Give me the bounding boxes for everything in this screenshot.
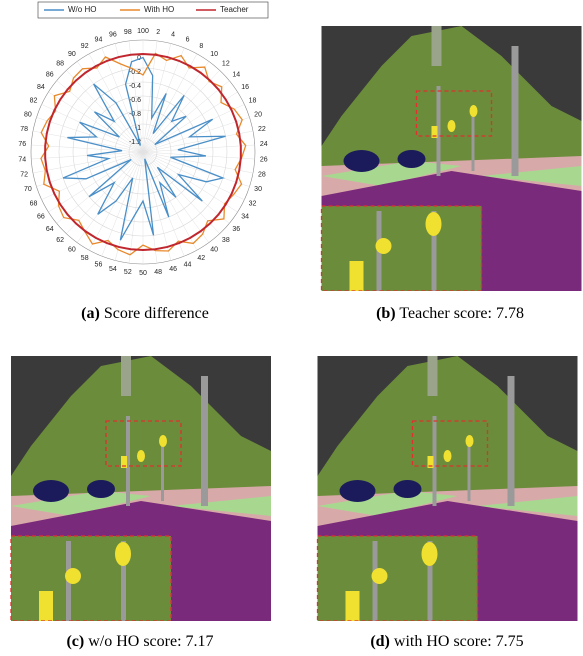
angle-label: 14: [232, 72, 240, 79]
angle-label: 64: [46, 226, 54, 233]
angle-label: 90: [68, 51, 76, 58]
angle-label: 24: [260, 141, 268, 148]
caption-b: (b) Teacher score: 7.78: [376, 305, 524, 322]
angle-label: 22: [258, 126, 266, 133]
caption-a: (a) Score difference: [81, 305, 209, 322]
radial-tick-label: -0.4: [129, 83, 141, 90]
angle-label: 42: [197, 255, 205, 262]
angle-label: 36: [232, 226, 240, 233]
teacher-segmentation: [320, 26, 583, 291]
angle-label: 20: [254, 111, 262, 118]
angle-label: 30: [254, 186, 262, 193]
series-line: [44, 52, 242, 252]
series-line: [62, 56, 226, 241]
angle-label: 6: [186, 36, 190, 43]
angle-label: 48: [154, 269, 162, 276]
angle-label: 52: [124, 269, 132, 276]
angle-label: 16: [241, 84, 249, 91]
caption-label: (d): [370, 633, 390, 650]
angle-label: 46: [169, 266, 177, 273]
caption-d: (d) with HO score: 7.75: [370, 633, 523, 650]
grid-circle: [128, 137, 158, 167]
with-ho-segmentation: [316, 356, 579, 621]
angle-label: 34: [241, 214, 249, 221]
angle-label: 76: [18, 141, 26, 148]
angle-label: 4: [171, 32, 175, 39]
angle-label: 60: [68, 247, 76, 254]
caption-text: Score difference: [104, 305, 209, 322]
angle-label: 92: [81, 43, 89, 50]
caption-label: (a): [81, 305, 100, 322]
angle-label: 28: [258, 172, 266, 179]
grid-circle: [86, 95, 200, 209]
angle-label: 74: [18, 156, 26, 163]
angle-label: 18: [249, 97, 257, 104]
angle-label: 40: [210, 247, 218, 254]
angle-label: 96: [109, 32, 117, 39]
caption-text: w/o HO score: 7.17: [88, 633, 213, 650]
angle-label: 98: [124, 29, 132, 36]
angle-label: 26: [260, 156, 268, 163]
angle-label: 72: [20, 172, 28, 179]
angle-label: 66: [37, 214, 45, 221]
caption-text: with HO score: 7.75: [394, 633, 524, 650]
angle-label: 12: [222, 61, 230, 68]
angle-label: 8: [199, 43, 203, 50]
legend-label: With HO: [144, 5, 174, 14]
angle-label: 86: [46, 72, 54, 79]
angle-label: 82: [30, 97, 38, 104]
radial-tick-label: -0.6: [129, 97, 141, 104]
angle-label: 32: [249, 200, 257, 207]
radial-tick-label: -0.8: [129, 111, 141, 118]
angle-label: 44: [184, 261, 192, 268]
legend-label: Teacher: [220, 5, 249, 14]
caption-label: (b): [376, 305, 396, 322]
legend-box: [37, 1, 269, 19]
angle-label: 2: [156, 29, 160, 36]
angle-label: 100: [137, 28, 149, 35]
legend-label: W/o HO: [68, 5, 96, 14]
angle-label: 78: [20, 126, 28, 133]
angle-label: 62: [56, 237, 64, 244]
angle-label: 54: [109, 266, 117, 273]
caption-label: (c): [66, 633, 84, 650]
angle-label: 50: [139, 270, 147, 277]
angle-label: 80: [24, 111, 32, 118]
wo-ho-segmentation: [10, 356, 272, 621]
radial-tick-label: -1: [135, 125, 141, 132]
angle-label: 68: [30, 200, 38, 207]
radial-tick-label: -1.2: [129, 139, 141, 146]
angle-label: 84: [37, 84, 45, 91]
grid-circle: [58, 67, 228, 237]
angle-label: 58: [81, 255, 89, 262]
angle-label: 56: [95, 261, 103, 268]
legend: W/o HO With HO Teacher: [37, 1, 269, 19]
angle-label: 70: [24, 186, 32, 193]
caption-c: (c) w/o HO score: 7.17: [66, 633, 213, 650]
radial-tick-label: -0.2: [129, 69, 141, 76]
angle-label: 38: [222, 237, 230, 244]
angle-label: 94: [95, 36, 103, 43]
radar-chart: 2 468101214161820222426283032343638404244…: [18, 1, 269, 277]
caption-text: Teacher score: 7.78: [399, 305, 524, 322]
grid-circle: [72, 81, 214, 223]
angle-label: 10: [210, 51, 218, 58]
angle-label: 88: [56, 61, 64, 68]
